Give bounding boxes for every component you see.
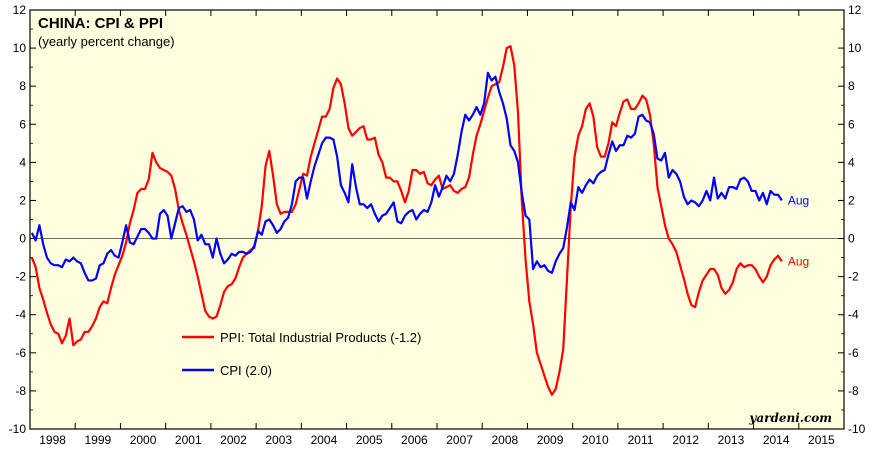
x-tick-label: 2006: [401, 433, 428, 447]
y-tick-label-left: -4: [15, 308, 26, 322]
x-tick-label: 2004: [311, 433, 338, 447]
y-tick-label-left: 4: [19, 155, 26, 169]
series-line-cpi: [30, 71, 783, 282]
x-tick-label: 2001: [175, 433, 202, 447]
source-label: yardeni.com: [748, 411, 832, 425]
y-axis-right: -10 -8 -6 -4 -2 0 2 4 6 8 10 12: [838, 3, 866, 436]
end-label-cpi: Aug: [788, 193, 809, 207]
y-tick-label-right: 10: [848, 41, 862, 55]
y-tick-label-left: 2: [19, 193, 26, 207]
y-tick-label-left: 12: [13, 3, 27, 17]
y-tick-label-left: -10: [9, 422, 27, 436]
x-tick-label: 2014: [763, 433, 790, 447]
plot-area: [29, 9, 845, 430]
y-tick-label-right: 2: [848, 193, 855, 207]
y-tick-label-right: 8: [848, 79, 855, 93]
legend-label-ppi: PPI: Total Industrial Products (-1.2): [220, 330, 421, 345]
x-tick-label: 2011: [628, 433, 654, 447]
y-tick-label-left: -6: [15, 346, 26, 360]
x-tick-label: 2007: [446, 433, 473, 447]
y-tick-label-left: 8: [19, 79, 26, 93]
chart-title: CHINA: CPI & PPI: [38, 15, 163, 32]
x-tick-label: 2012: [672, 433, 699, 447]
x-tick-label: 2010: [582, 433, 609, 447]
y-tick-label-right: -8: [848, 384, 859, 398]
end-label-ppi: Aug: [788, 254, 809, 268]
y-tick-label-right: 6: [848, 117, 855, 131]
x-tick-label: 1998: [39, 433, 66, 447]
x-tick-label: 2013: [718, 433, 745, 447]
y-axis-left: -10 -8 -6 -4 -2 0 2 4 6 8 10 12: [9, 3, 36, 436]
y-tick-label-right: -4: [848, 308, 859, 322]
y-tick-label-left: 10: [13, 41, 27, 55]
x-tick-label: 2002: [220, 433, 247, 447]
x-tick-label: 2008: [491, 433, 518, 447]
legend-label-cpi: CPI (2.0): [220, 363, 272, 378]
x-tick-label: 2009: [537, 433, 564, 447]
legend: PPI: Total Industrial Products (-1.2) CP…: [182, 330, 421, 378]
y-tick-label-right: 0: [848, 232, 855, 246]
chart-subtitle: (yearly percent change): [38, 34, 175, 49]
y-tick-label-left: 6: [19, 117, 26, 131]
x-tick-label: 2003: [265, 433, 292, 447]
x-tick-label: 2015: [808, 433, 835, 447]
x-tick-label: 1999: [84, 433, 111, 447]
y-tick-label-right: 12: [848, 3, 862, 17]
y-tick-label-left: -2: [15, 270, 26, 284]
x-axis: 1998 1999 2000 2001 2002 2003 2004 2005 2006 2007…: [29, 10, 845, 447]
x-tick-label: 2005: [356, 433, 383, 447]
y-tick-label-left: 0: [19, 232, 26, 246]
y-tick-label-right: -6: [848, 346, 859, 360]
y-tick-label-right: 4: [848, 155, 855, 169]
y-tick-label-left: -8: [15, 384, 26, 398]
y-tick-label-right: -10: [848, 422, 866, 436]
series-line-ppi: [30, 45, 783, 396]
y-tick-label-right: -2: [848, 270, 859, 284]
x-tick-label: 2000: [130, 433, 157, 447]
